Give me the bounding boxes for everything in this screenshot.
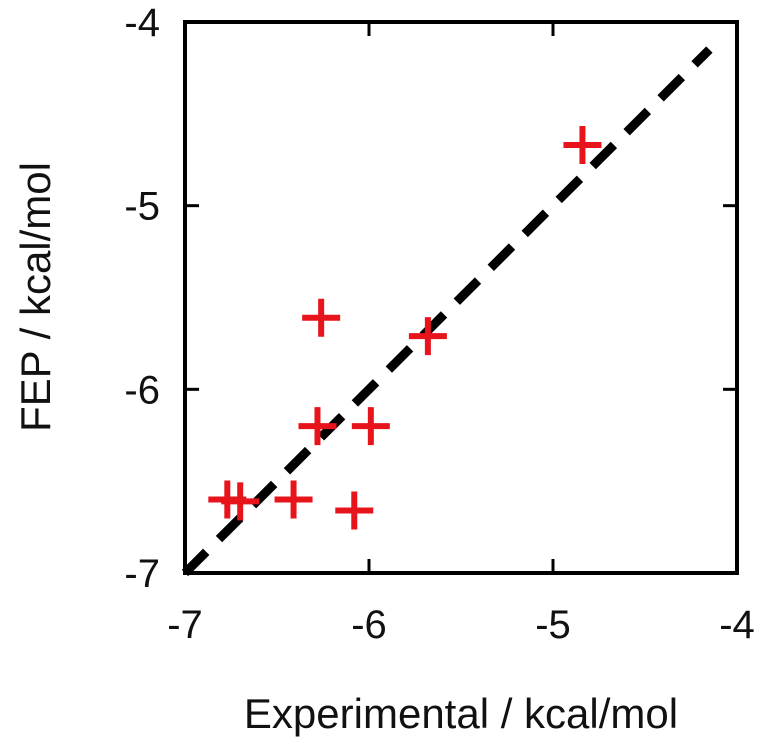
data-point — [351, 407, 390, 446]
data-point — [302, 298, 341, 337]
data-point — [298, 407, 337, 446]
y-axis-title: FEP / kcal/mol — [12, 162, 59, 432]
plot-frame — [183, 20, 739, 575]
y-tick-label: -6 — [124, 368, 160, 412]
x-tick-label: -6 — [351, 603, 387, 647]
y-tick-label: -4 — [124, 1, 160, 45]
y-tick-label: -5 — [124, 185, 160, 229]
identity-dashed-line — [181, 46, 713, 577]
x-axis-title: Experimental / kcal/mol — [244, 690, 678, 737]
x-tick-label: -5 — [535, 603, 571, 647]
x-tick-label: -4 — [719, 603, 755, 647]
data-point — [335, 491, 374, 530]
data-point — [408, 317, 447, 356]
x-tick-label: -7 — [167, 603, 203, 647]
y-tick-label: -7 — [124, 552, 160, 596]
data-point — [563, 126, 602, 165]
data-point — [274, 480, 313, 519]
data-point — [221, 482, 260, 521]
